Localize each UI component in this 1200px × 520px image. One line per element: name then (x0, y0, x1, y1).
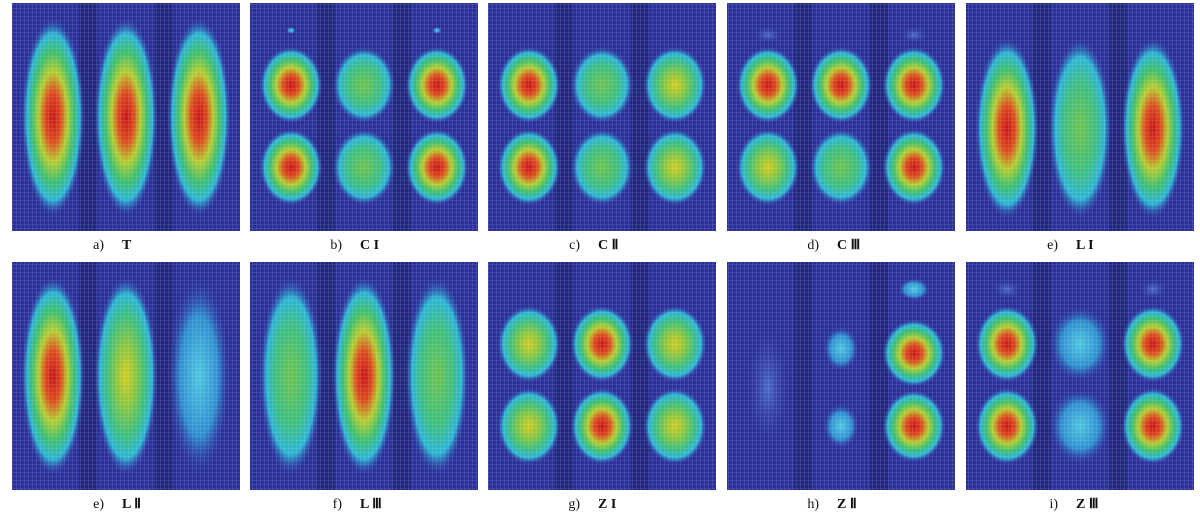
panel-mesh (250, 262, 478, 490)
panel-mesh (488, 262, 716, 490)
panel-label: C I (360, 238, 379, 253)
panel-mesh (250, 3, 478, 231)
panel-mesh (488, 3, 716, 231)
panel-label: T (122, 238, 132, 253)
panel-letter: g) (568, 497, 580, 512)
mode-panel: a) T (12, 3, 240, 253)
panel-letter: c) (569, 238, 580, 253)
mode-panel: i) Z Ⅲ (966, 262, 1194, 512)
panel-mesh (966, 3, 1194, 231)
panel-mesh (727, 262, 955, 490)
mode-panel: e) L I (966, 3, 1194, 253)
mode-panel: e) L Ⅱ (12, 262, 240, 512)
panel-label: C Ⅱ (598, 238, 619, 253)
panel-mesh (12, 262, 240, 490)
panel-letter: e) (93, 497, 104, 512)
mode-panel: d) C Ⅲ (727, 3, 955, 253)
panel-letter: f) (333, 497, 343, 512)
panel-label: C Ⅲ (837, 238, 860, 253)
panel-label: L Ⅲ (360, 497, 382, 512)
panel-label: L Ⅱ (122, 497, 141, 512)
panel-letter: b) (330, 238, 342, 253)
panel-label: Z Ⅲ (1076, 497, 1099, 512)
panel-letter: e) (1047, 238, 1058, 253)
panel-label: Z Ⅱ (837, 497, 857, 512)
panel-letter: h) (807, 497, 819, 512)
mode-panel: c) C Ⅱ (488, 3, 716, 253)
panel-mesh (12, 3, 240, 231)
panel-letter: d) (807, 238, 819, 253)
panel-label: Z I (598, 497, 616, 512)
mode-panel: f) L Ⅲ (250, 262, 478, 512)
panel-label: L I (1076, 238, 1094, 253)
panel-mesh (966, 262, 1194, 490)
mode-panel: h) Z Ⅱ (727, 262, 955, 512)
mode-panel: g) Z I (488, 262, 716, 512)
panel-mesh (727, 3, 955, 231)
mode-panel: b) C I (250, 3, 478, 253)
panel-letter: i) (1049, 497, 1058, 512)
panel-letter: a) (93, 238, 104, 253)
